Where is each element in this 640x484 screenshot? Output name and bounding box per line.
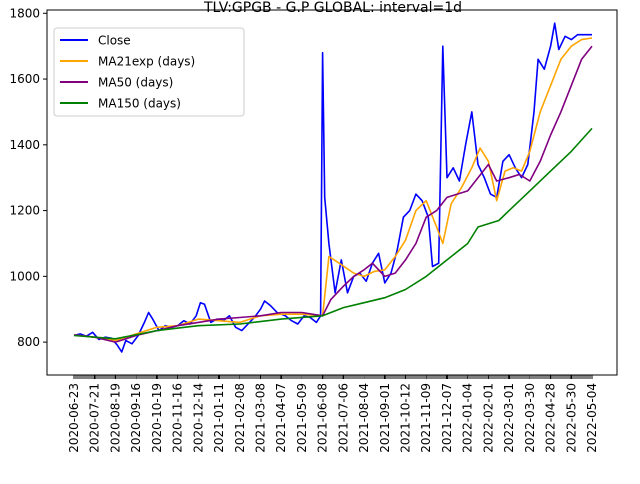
- legend-label: MA21exp (days): [98, 55, 195, 69]
- x-tick-label: 2021-03-08: [253, 383, 267, 453]
- x-tick-label: 2021-05-09: [295, 383, 309, 453]
- x-tick-label: 2022-04-28: [544, 383, 558, 453]
- x-tick-label: 2020-12-14: [191, 383, 205, 453]
- x-tick-label: 2022-01-04: [461, 383, 475, 453]
- x-tick-label: 2021-09-01: [378, 383, 392, 453]
- y-tick-label: 1400: [9, 138, 40, 152]
- x-tick-label: 2022-03-01: [502, 383, 516, 453]
- series-line-ma150-days: [73, 127, 593, 340]
- lines-layer: [73, 22, 593, 353]
- x-tick-label: 2022-05-04: [585, 383, 599, 453]
- legend-label: MA150 (days): [98, 97, 181, 111]
- y-tick-label: 1800: [9, 6, 40, 20]
- series-line-ma50-days: [73, 45, 593, 343]
- y-tick-label: 800: [17, 335, 40, 349]
- x-tick-label: 2021-06-08: [316, 383, 330, 453]
- x-tick-label: 2020-06-23: [67, 383, 81, 453]
- x-tick-label: 2021-01-11: [212, 383, 226, 453]
- y-tick-label: 1600: [9, 72, 40, 86]
- x-tick-label: 2020-10-19: [150, 383, 164, 453]
- x-tick-label: 2020-11-16: [171, 383, 185, 453]
- x-tick-label: 2021-12-07: [440, 383, 454, 453]
- x-tick-label: 2021-02-08: [233, 383, 247, 453]
- y-axis: 800 1000 1200 1400 1600 1800: [9, 6, 47, 349]
- x-tick-label: 2022-03-30: [523, 383, 537, 453]
- x-tick-label: 2021-11-09: [419, 383, 433, 453]
- legend: Close MA21exp (days) MA50 (days) MA150 (day…: [53, 27, 245, 117]
- x-tick-label: 2022-05-30: [564, 383, 578, 453]
- y-tick-label: 1000: [9, 269, 40, 283]
- x-axis: 2020-06-23 2020-07-21 2020-08-19 2020-09-16…: [67, 375, 599, 453]
- x-tick-label: 2020-07-21: [88, 383, 102, 453]
- x-tick-label: 2020-08-19: [108, 383, 122, 453]
- x-tick-label: 2021-07-06: [336, 383, 350, 453]
- legend-label: MA50 (days): [98, 76, 173, 90]
- legend-label: Close: [98, 34, 131, 48]
- chart-title: TLV:GPGB - G.P GLOBAL: interval=1d: [203, 0, 462, 16]
- x-tick-label: 2021-04-07: [274, 383, 288, 453]
- x-tick-label: 2022-02-01: [481, 383, 495, 453]
- x-tick-label: 2021-08-04: [357, 383, 371, 453]
- y-tick-label: 1200: [9, 204, 40, 218]
- x-tick-label: 2021-10-12: [399, 383, 413, 453]
- legend-box: [53, 27, 245, 117]
- x-tick-label: 2020-09-16: [129, 383, 143, 453]
